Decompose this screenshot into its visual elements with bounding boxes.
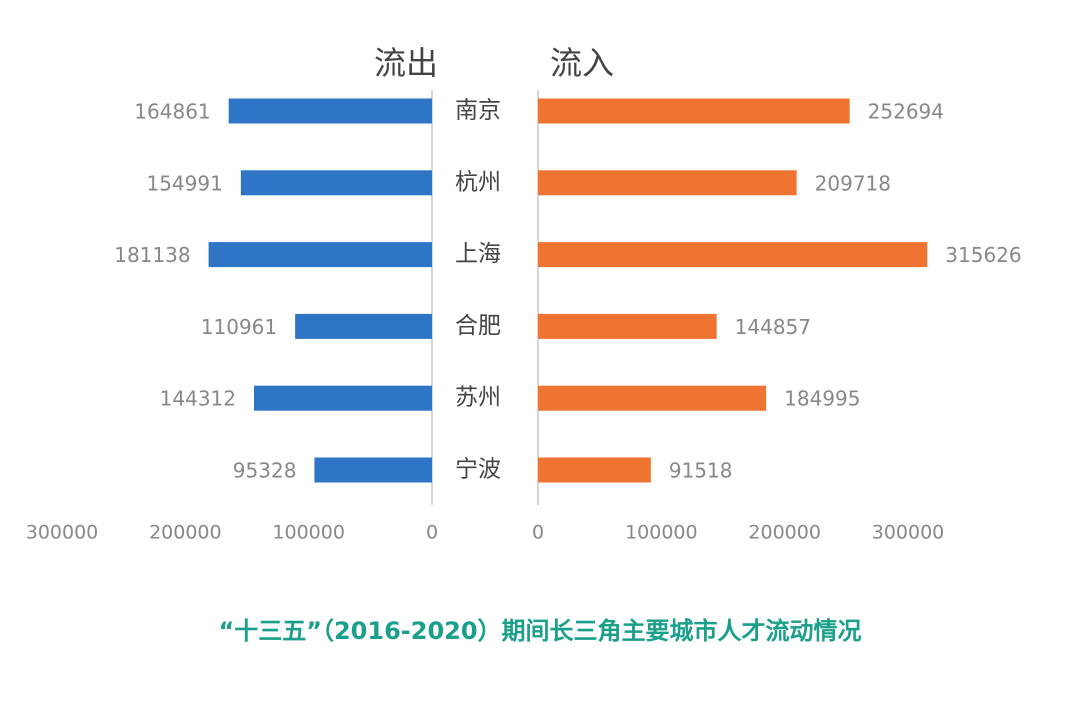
value-label: 184995 <box>784 387 860 411</box>
bar <box>538 385 767 411</box>
value-label: 144312 <box>160 387 236 411</box>
value-label: 315626 <box>945 243 1021 267</box>
x-tick-label: 300000 <box>26 522 99 544</box>
value-label: 181138 <box>114 243 190 267</box>
bar <box>538 457 651 483</box>
x-tick-label: 200000 <box>149 522 222 544</box>
value-label: 154991 <box>146 171 222 195</box>
bar <box>254 385 432 411</box>
value-label: 144857 <box>735 315 811 339</box>
bar <box>538 313 717 339</box>
value-label: 110961 <box>201 315 277 339</box>
x-tick-label: 200000 <box>748 522 821 544</box>
bar <box>538 242 928 268</box>
x-tick-label: 0 <box>532 522 544 544</box>
bar <box>240 170 432 196</box>
category-label: 宁波 <box>455 457 501 483</box>
value-label: 209718 <box>815 171 891 195</box>
category-label: 上海 <box>455 241 501 267</box>
bar <box>208 242 432 268</box>
value-label: 91518 <box>669 459 733 483</box>
value-label: 95328 <box>233 459 297 483</box>
x-tick-label: 0 <box>426 522 438 544</box>
series-name: 流出 <box>374 44 438 82</box>
x-tick-label: 100000 <box>625 522 698 544</box>
category-label: 合肥 <box>455 313 501 339</box>
chart-title: “十三五”（2016-2020）期间长三角主要城市人才流动情况 <box>218 617 861 645</box>
bar <box>295 313 432 339</box>
category-label: 苏州 <box>455 385 501 411</box>
bar <box>538 170 797 196</box>
value-label: 164861 <box>134 100 210 124</box>
bar <box>228 98 432 124</box>
category-label: 南京 <box>455 98 501 124</box>
value-label: 252694 <box>868 100 944 124</box>
category-label: 杭州 <box>455 169 501 195</box>
x-tick-label: 100000 <box>272 522 345 544</box>
x-tick-label: 300000 <box>872 522 945 544</box>
bar <box>314 457 432 483</box>
series-name: 流入 <box>550 44 614 82</box>
bar <box>538 98 850 124</box>
